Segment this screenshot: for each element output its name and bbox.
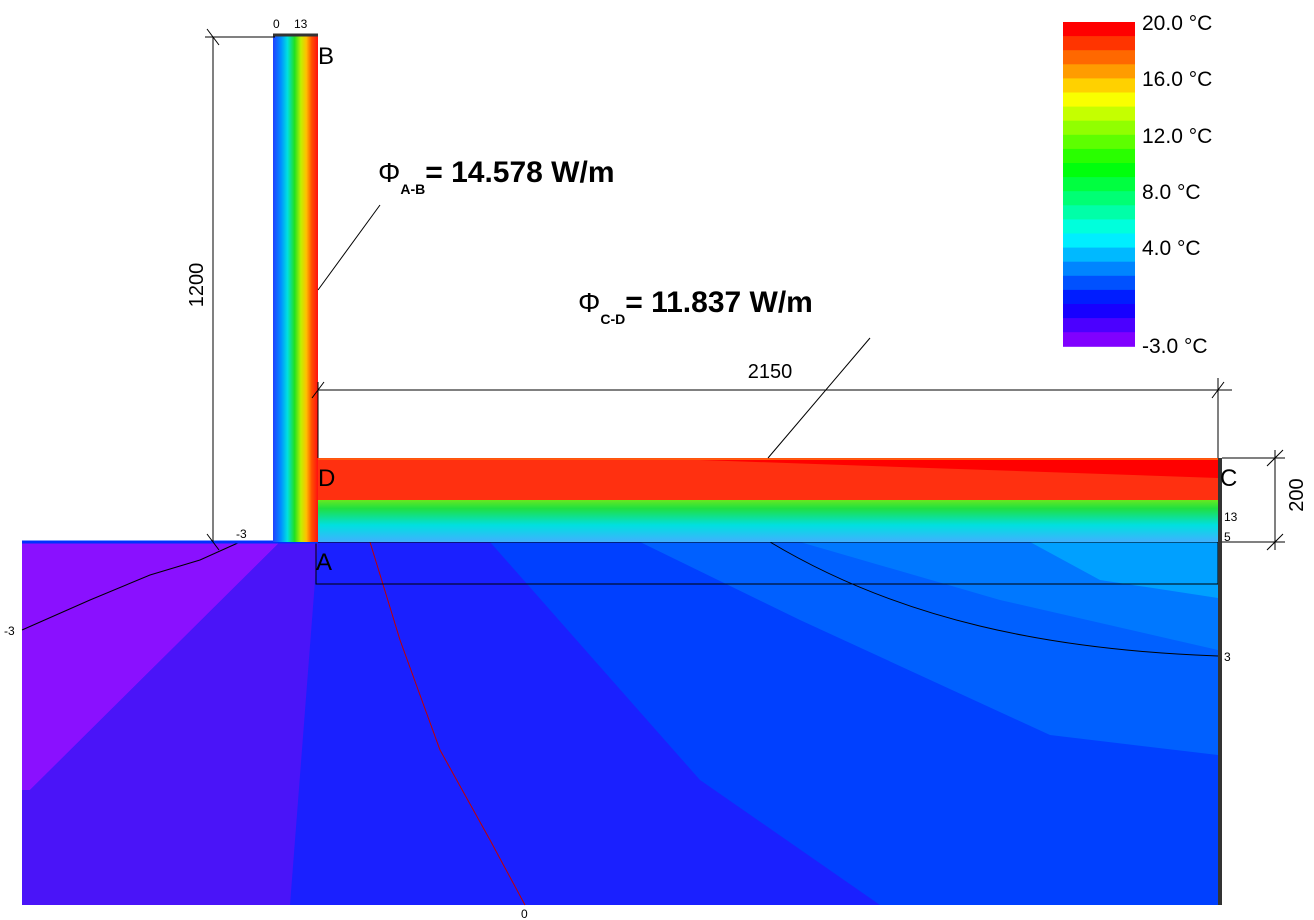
point-label: B (318, 43, 334, 70)
contour-label: 3 (1224, 650, 1231, 664)
dimension-label: 1200 (186, 263, 208, 308)
colorbar-label: 16.0 °C (1142, 68, 1212, 91)
wall-label: 0 (273, 17, 280, 31)
colorbar-band (1063, 262, 1135, 277)
colorbar-band (1063, 78, 1135, 93)
colorbar-band (1063, 290, 1135, 305)
colorbar-label: 20.0 °C (1142, 12, 1212, 35)
flux-label: ΦC-D= 11.837 W/m (578, 286, 813, 327)
flux-label: ΦA-B= 14.578 W/m (378, 156, 615, 197)
colorbar-band (1063, 219, 1135, 234)
colorbar-band (1063, 276, 1135, 291)
colorbar-label: 12.0 °C (1142, 125, 1212, 148)
colorbar-band (1063, 332, 1135, 347)
colorbar-band (1063, 149, 1135, 164)
flux-value: = 11.837 W/m (625, 286, 813, 319)
colorbar-band (1063, 191, 1135, 206)
colorbar-label: 4.0 °C (1142, 237, 1201, 260)
dimension-label: 2150 (748, 361, 793, 383)
wall-label: 13 (294, 17, 308, 31)
flux-subscript: A-B (400, 181, 425, 197)
colorbar-band (1063, 64, 1135, 79)
contour-label: 0 (521, 907, 528, 920)
colorbar: 20.0 °C 16.0 °C 12.0 °C 8.0 °C 4.0 °C -3.0 °C (1063, 12, 1212, 358)
colorbar-band (1063, 177, 1135, 192)
flux-symbol: Φ (578, 287, 600, 318)
colorbar-band (1063, 107, 1135, 122)
colorbar-band (1063, 36, 1135, 51)
point-label: A (316, 549, 332, 576)
point-label: D (318, 465, 335, 492)
colorbar-band (1063, 304, 1135, 319)
colorbar-band (1063, 318, 1135, 333)
colorbar-band (1063, 93, 1135, 108)
soil (22, 542, 1218, 905)
colorbar-band (1063, 163, 1135, 178)
point-label: C (1220, 465, 1237, 492)
flux-value: = 14.578 W/m (425, 156, 614, 189)
layer-label: 5 (1224, 530, 1231, 544)
colorbar-band (1063, 22, 1135, 37)
wall (273, 35, 318, 542)
flux-symbol: Φ (378, 157, 400, 188)
contour-label: -3 (4, 624, 15, 638)
thermal-diagram: 20.0 °C 16.0 °C 12.0 °C 8.0 °C 4.0 °C -3.0 °C… (0, 0, 1314, 920)
right-boundary (1218, 458, 1222, 905)
contour-label: -3 (236, 527, 247, 541)
colorbar-band (1063, 50, 1135, 65)
colorbar-label: 8.0 °C (1142, 181, 1201, 204)
colorbar-band (1063, 135, 1135, 150)
dimension-label: 200 (1286, 478, 1308, 511)
colorbar-band (1063, 248, 1135, 263)
colorbar-band (1063, 205, 1135, 220)
colorbar-band (1063, 234, 1135, 249)
colorbar-band (1063, 121, 1135, 136)
colorbar-label: -3.0 °C (1142, 335, 1208, 358)
flux-subscript: C-D (600, 311, 625, 327)
layer-label: 13 (1224, 510, 1238, 524)
